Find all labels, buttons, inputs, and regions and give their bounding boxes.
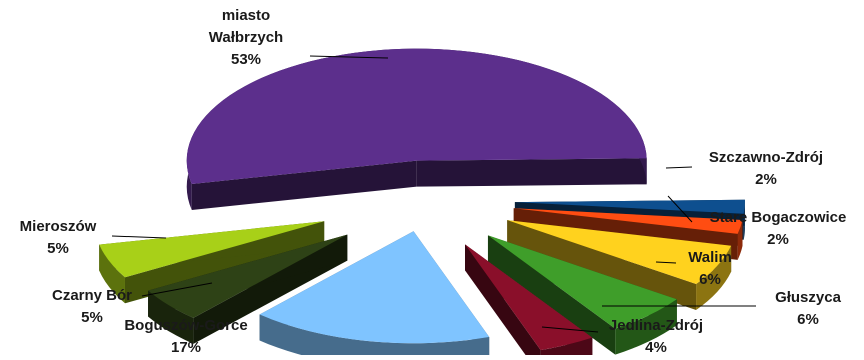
slice-label-szczawno-zdro-j-name: Szczawno-Zdrój bbox=[709, 149, 823, 166]
slice-label-stare-bogaczowice-leader bbox=[667, 195, 693, 223]
pie-slice-jedlina-zdro-j-side-end bbox=[465, 244, 541, 360]
slice-label-walim-value: 6% bbox=[699, 271, 721, 288]
slice-label-g-uszyca-value: 6% bbox=[797, 311, 819, 328]
pie-slice-jedlina-zdro-j-wall bbox=[540, 337, 593, 360]
slice-label-boguszo-w-gorce-name: Boguszów-Gorce bbox=[124, 317, 247, 334]
slice-label-miasto-wa-brzych-name: Wałbrzych bbox=[209, 29, 283, 46]
slice-label-jedlina-zdro-j-value: 4% bbox=[645, 339, 667, 355]
slice-label-boguszo-w-gorce-value: 17% bbox=[171, 339, 201, 355]
slice-label-jedlina-zdro-j-leader bbox=[541, 326, 599, 333]
slice-label-szczawno-zdro-j-leader bbox=[665, 166, 693, 169]
slice-label-miasto-wa-brzych-name: miasto bbox=[222, 7, 270, 24]
pie-slice-mieroszo-w-top bbox=[99, 221, 325, 278]
slice-label-walim-leader bbox=[655, 261, 677, 264]
pie-slice-czarny-bo-r bbox=[148, 234, 348, 344]
pie-slice-czarny-bo-r-wall bbox=[148, 290, 194, 344]
slice-label-czarny-bo-r-leader bbox=[141, 282, 213, 297]
pie-slice-szczawno-zdro-j-top bbox=[514, 199, 745, 214]
pie-slice-stare-bogaczowice-top bbox=[513, 208, 743, 234]
pie-slice-czarny-bo-r-top bbox=[148, 234, 348, 318]
slice-label-walim-name: Walim bbox=[688, 249, 732, 266]
pie-slice-mieroszo-w-wall bbox=[99, 244, 125, 304]
pie-slice-miasto-wa-brzych-top bbox=[186, 48, 647, 184]
pie-slice-g-uszyca bbox=[487, 235, 677, 355]
pie-slice-walim-top bbox=[507, 220, 732, 285]
slice-label-jedlina-zdro-j-name: Jedlina-Zdrój bbox=[609, 317, 703, 334]
pie-slice-jedlina-zdro-j bbox=[465, 244, 593, 360]
pie-slice-miasto-wa-brzych bbox=[186, 48, 647, 210]
pie-slice-jedlina-zdro-j-top bbox=[465, 244, 593, 351]
slice-label-miasto-wa-brzych-leader bbox=[309, 55, 389, 59]
pie-slice-walim-side-end bbox=[507, 220, 697, 311]
pie-slice-g-uszyca-wall bbox=[615, 299, 677, 355]
pie-slice-walim bbox=[507, 220, 732, 311]
pie-slice-mieroszo-w bbox=[99, 221, 325, 304]
pie-slice-boguszo-w-gorce-wall bbox=[259, 314, 490, 360]
pie-slice-szczawno-zdro-j-wall bbox=[743, 199, 745, 240]
slice-label-miasto-wa-brzych-value: 53% bbox=[231, 51, 261, 68]
pie-slice-stare-bogaczowice-wall bbox=[737, 219, 743, 260]
slice-label-mieroszo-w-leader bbox=[111, 235, 167, 239]
pie-slice-boguszo-w-gorce bbox=[259, 231, 490, 360]
slice-label-stare-bogaczowice-name: Stare Bogaczowice bbox=[710, 209, 847, 226]
slice-label-czarny-bo-r-name: Czarny Bór bbox=[52, 287, 132, 304]
pie-slice-miasto-wa-brzych-side-end bbox=[416, 158, 647, 187]
slice-label-mieroszo-w-name: Mieroszów bbox=[20, 218, 97, 235]
slice-label-g-uszyca-name: Głuszyca bbox=[775, 289, 842, 306]
pie-slice-boguszo-w-gorce-top bbox=[259, 231, 490, 344]
slice-label-stare-bogaczowice-value: 2% bbox=[767, 231, 789, 248]
pie-slice-miasto-wa-brzych-side-start bbox=[191, 160, 417, 210]
slice-label-czarny-bo-r-value: 5% bbox=[81, 309, 103, 326]
pie-slice-walim-wall bbox=[696, 245, 732, 311]
pie-slice-g-uszyca-side-end bbox=[487, 235, 616, 355]
slice-label-szczawno-zdro-j-value: 2% bbox=[755, 171, 777, 188]
pie-slice-g-uszyca-top bbox=[487, 235, 677, 329]
slice-label-mieroszo-w-value: 5% bbox=[47, 240, 69, 257]
